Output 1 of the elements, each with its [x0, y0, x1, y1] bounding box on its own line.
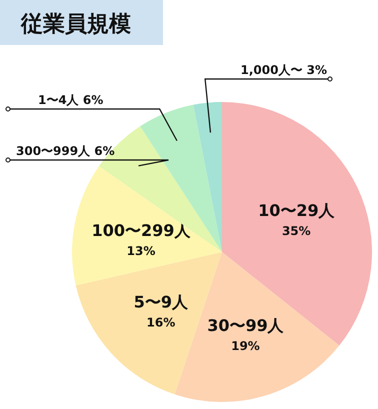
title: 従業員規模: [21, 12, 131, 37]
